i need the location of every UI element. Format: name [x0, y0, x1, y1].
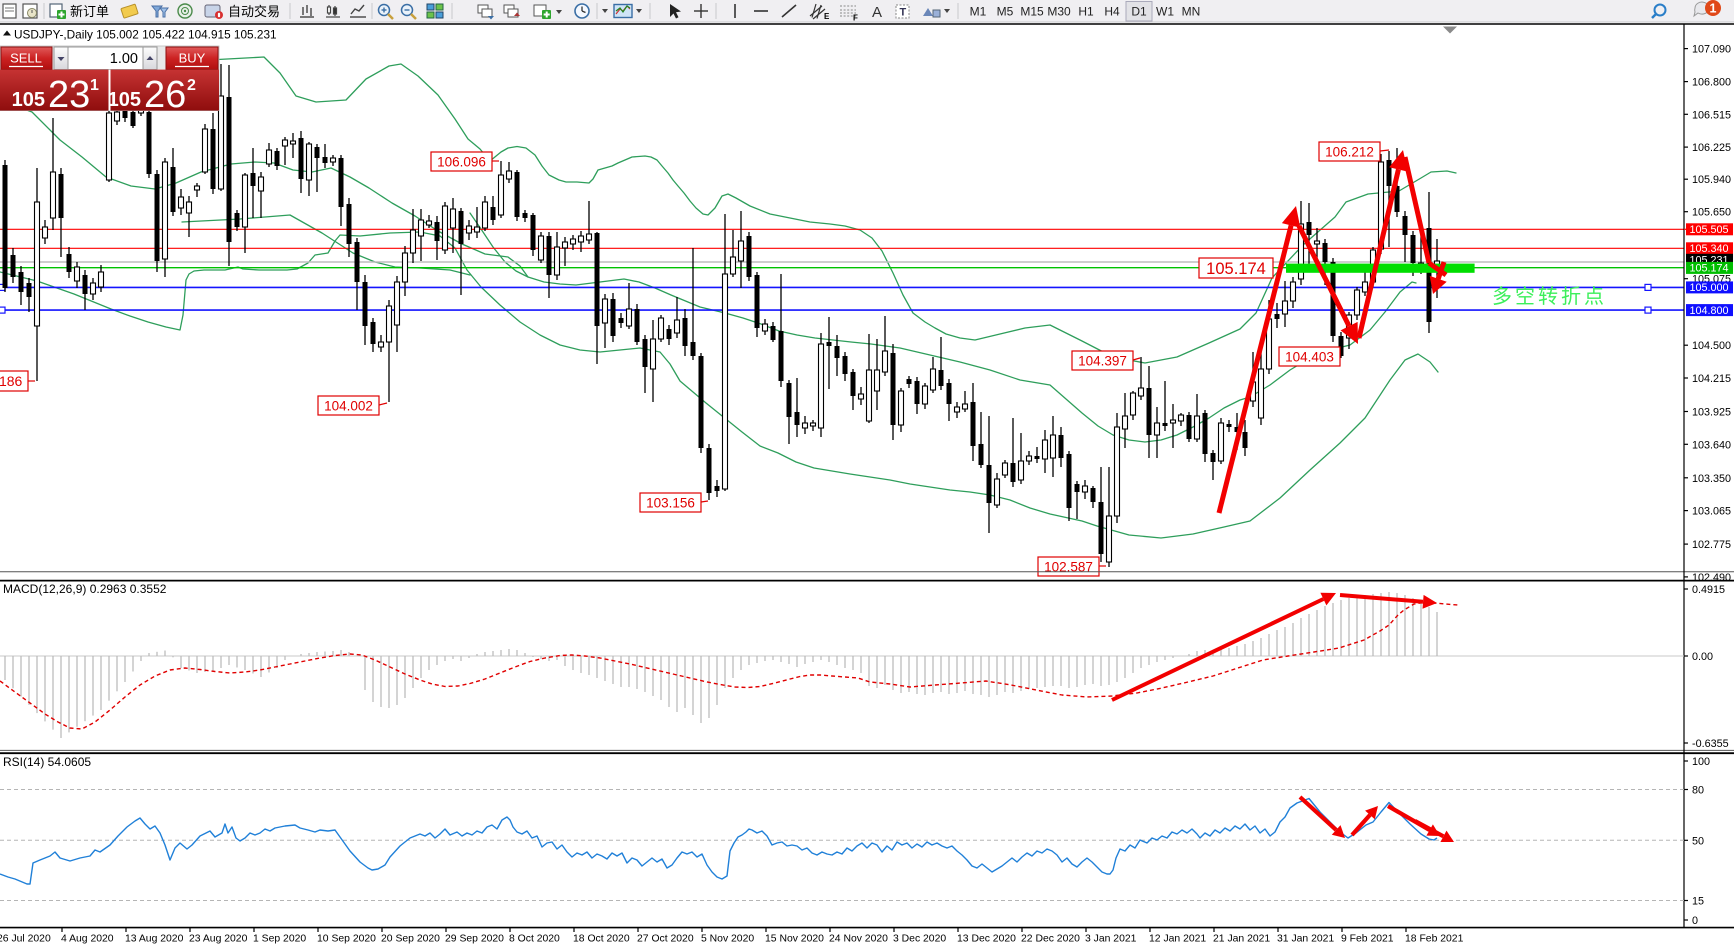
svg-text:W1: W1 [1156, 5, 1174, 19]
svg-text:BUY: BUY [179, 51, 206, 66]
svg-text:29 Sep 2020: 29 Sep 2020 [445, 934, 504, 945]
svg-text:103.350: 103.350 [1692, 473, 1731, 485]
svg-text:MN: MN [1182, 5, 1201, 19]
svg-text:M1: M1 [970, 5, 987, 19]
svg-text:4 Aug 2020: 4 Aug 2020 [61, 934, 114, 945]
svg-text:USDJPY-,Daily 105.002 105.422: USDJPY-,Daily 105.002 105.422 104.915 10… [14, 28, 277, 42]
svg-text:104.397: 104.397 [1078, 353, 1127, 368]
svg-text:105.174: 105.174 [1206, 260, 1266, 278]
svg-text:103.065: 103.065 [1692, 506, 1731, 518]
svg-text:3 Jan 2021: 3 Jan 2021 [1085, 934, 1137, 945]
svg-text:106.225: 106.225 [1692, 142, 1731, 154]
svg-text:100: 100 [1692, 756, 1710, 768]
svg-text:2: 2 [187, 77, 196, 94]
svg-text:23: 23 [48, 74, 90, 116]
svg-text:13 Aug 2020: 13 Aug 2020 [125, 934, 184, 945]
svg-text:H4: H4 [1104, 5, 1120, 19]
svg-text:104.403: 104.403 [1285, 349, 1334, 364]
svg-text:12 Jan 2021: 12 Jan 2021 [1149, 934, 1206, 945]
svg-text:1: 1 [90, 77, 99, 94]
svg-text:0.4915: 0.4915 [1692, 584, 1725, 596]
svg-text:9 Feb 2021: 9 Feb 2021 [1341, 934, 1394, 945]
svg-text:106.800: 106.800 [1692, 77, 1731, 89]
svg-text:0: 0 [1692, 915, 1698, 927]
svg-text:106.096: 106.096 [437, 154, 486, 169]
svg-text:13 Dec 2020: 13 Dec 2020 [957, 934, 1016, 945]
svg-text:106.212: 106.212 [1325, 144, 1374, 159]
svg-text:M15: M15 [1020, 5, 1044, 19]
svg-text:107.090: 107.090 [1692, 44, 1731, 56]
svg-text:23 Aug 2020: 23 Aug 2020 [189, 934, 248, 945]
svg-text:自动交易: 自动交易 [228, 4, 280, 19]
svg-text:5 Nov 2020: 5 Nov 2020 [701, 934, 754, 945]
svg-text:18 Oct 2020: 18 Oct 2020 [573, 934, 630, 945]
svg-text:102.490: 102.490 [1692, 572, 1731, 584]
svg-text:10 Sep 2020: 10 Sep 2020 [317, 934, 376, 945]
svg-text:多空转折点: 多空转折点 [1492, 285, 1607, 308]
svg-text:105.650: 105.650 [1692, 207, 1731, 219]
svg-text:18 Feb 2021: 18 Feb 2021 [1405, 934, 1464, 945]
svg-text:80: 80 [1692, 785, 1704, 797]
svg-text:104.215: 104.215 [1692, 373, 1731, 385]
svg-text:A: A [872, 4, 882, 21]
svg-text:24 Nov 2020: 24 Nov 2020 [829, 934, 888, 945]
svg-text:1.00: 1.00 [110, 51, 138, 67]
svg-text:RSI(14) 54.0605: RSI(14) 54.0605 [3, 755, 91, 769]
svg-text:20 Sep 2020: 20 Sep 2020 [381, 934, 440, 945]
svg-text:M30: M30 [1047, 5, 1071, 19]
svg-text:105.940: 105.940 [1692, 174, 1731, 186]
svg-text:102.587: 102.587 [1044, 559, 1093, 574]
svg-text:H1: H1 [1078, 5, 1094, 19]
svg-text:106.515: 106.515 [1692, 109, 1731, 121]
svg-text:104.002: 104.002 [324, 398, 373, 413]
svg-text:105.000: 105.000 [1689, 282, 1728, 294]
svg-text:50: 50 [1692, 835, 1704, 847]
svg-text:1: 1 [1710, 2, 1717, 16]
svg-text:0.00: 0.00 [1692, 651, 1713, 663]
svg-text:F: F [853, 14, 858, 23]
svg-text:102.775: 102.775 [1692, 539, 1731, 551]
svg-text:103.156: 103.156 [646, 495, 695, 510]
svg-text:21 Jan 2021: 21 Jan 2021 [1213, 934, 1270, 945]
svg-text:103.925: 103.925 [1692, 407, 1731, 419]
svg-text:新订单: 新订单 [70, 4, 109, 19]
svg-text:-0.6355: -0.6355 [1692, 738, 1729, 750]
svg-text:3 Dec 2020: 3 Dec 2020 [893, 934, 946, 945]
svg-text:104.800: 104.800 [1689, 305, 1728, 317]
svg-text:MACD(12,26,9) 0.2963 0.3552: MACD(12,26,9) 0.2963 0.3552 [3, 582, 167, 596]
svg-text:26: 26 [144, 74, 186, 116]
svg-text:D1: D1 [1131, 5, 1147, 19]
svg-text:31 Jan 2021: 31 Jan 2021 [1277, 934, 1334, 945]
svg-text:104.500: 104.500 [1692, 340, 1731, 352]
svg-text:E: E [824, 12, 830, 21]
svg-text:15: 15 [1692, 896, 1704, 908]
svg-text:104.186: 104.186 [0, 373, 23, 389]
svg-text:M5: M5 [997, 5, 1014, 19]
svg-text:15 Nov 2020: 15 Nov 2020 [765, 934, 824, 945]
svg-text:T: T [900, 7, 907, 19]
svg-text:105: 105 [108, 89, 141, 111]
svg-text:105.340: 105.340 [1689, 243, 1728, 255]
svg-text:105.505: 105.505 [1689, 224, 1728, 236]
svg-text:8 Oct 2020: 8 Oct 2020 [509, 934, 560, 945]
svg-text:103.640: 103.640 [1692, 439, 1731, 451]
svg-text:26 Jul 2020: 26 Jul 2020 [0, 934, 51, 945]
svg-text:1 Sep 2020: 1 Sep 2020 [253, 934, 306, 945]
svg-text:105: 105 [12, 89, 45, 111]
svg-text:22 Dec 2020: 22 Dec 2020 [1021, 934, 1080, 945]
svg-text:105.174: 105.174 [1689, 263, 1728, 275]
svg-text:SELL: SELL [10, 51, 42, 66]
svg-text:27 Oct 2020: 27 Oct 2020 [637, 934, 694, 945]
